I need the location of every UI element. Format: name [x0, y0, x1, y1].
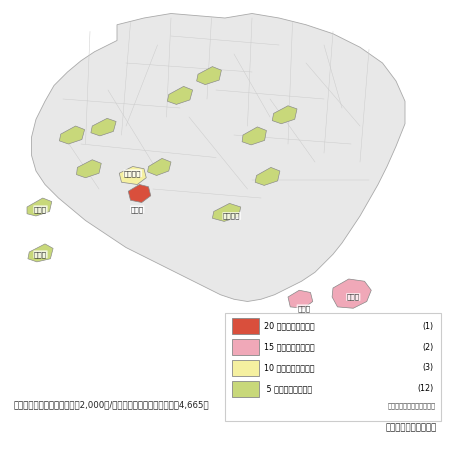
Text: (3): (3)	[422, 364, 433, 373]
Text: 5 台／日・事業所～: 5 台／日・事業所～	[264, 384, 312, 393]
Polygon shape	[255, 167, 280, 185]
Text: 甲賀市: 甲賀市	[346, 294, 360, 300]
Text: 15 台／日・事業所～: 15 台／日・事業所～	[264, 342, 315, 351]
Text: (2): (2)	[422, 342, 433, 351]
Polygon shape	[288, 290, 313, 308]
Polygon shape	[167, 86, 193, 104]
Bar	[232, 339, 259, 355]
Bar	[232, 381, 259, 397]
Text: （大型貨物車の発生集中台数2,000台/日以上の市区町村に立地する4,665事: （大型貨物車の発生集中台数2,000台/日以上の市区町村に立地する4,665事	[14, 400, 209, 410]
Polygon shape	[27, 198, 52, 216]
Polygon shape	[128, 184, 151, 202]
Polygon shape	[197, 67, 221, 85]
Polygon shape	[91, 118, 116, 136]
Polygon shape	[59, 126, 85, 144]
Text: 20 台／日・事業所～: 20 台／日・事業所～	[264, 322, 315, 331]
Polygon shape	[242, 127, 266, 145]
Polygon shape	[119, 166, 146, 184]
Polygon shape	[28, 244, 53, 262]
Text: 10 台／日・事業所～: 10 台／日・事業所～	[264, 364, 315, 373]
Text: 業所の拡大後の集計）: 業所の拡大後の集計）	[385, 423, 436, 432]
Text: 住之江区: 住之江区	[124, 170, 141, 176]
Polygon shape	[272, 106, 297, 124]
Text: （　）内は該当市区町村数: （ ）内は該当市区町村数	[387, 403, 435, 409]
FancyBboxPatch shape	[225, 313, 441, 421]
Bar	[232, 360, 259, 376]
Text: 山田市: 山田市	[34, 251, 47, 257]
Text: 久御山町: 久御山町	[223, 213, 240, 219]
Polygon shape	[332, 279, 371, 308]
Text: (12): (12)	[417, 384, 433, 393]
Text: 草津市: 草津市	[34, 206, 47, 212]
Text: 池島市: 池島市	[130, 206, 144, 212]
Polygon shape	[148, 158, 171, 176]
Text: (1): (1)	[422, 322, 433, 331]
Text: 湖南市: 湖南市	[297, 305, 310, 311]
Polygon shape	[212, 203, 241, 221]
Text: 資料：物流基礎調査（実態アンケート）: 資料：物流基礎調査（実態アンケート）	[344, 371, 436, 380]
Polygon shape	[76, 160, 101, 178]
Bar	[232, 318, 259, 334]
Polygon shape	[32, 14, 405, 302]
